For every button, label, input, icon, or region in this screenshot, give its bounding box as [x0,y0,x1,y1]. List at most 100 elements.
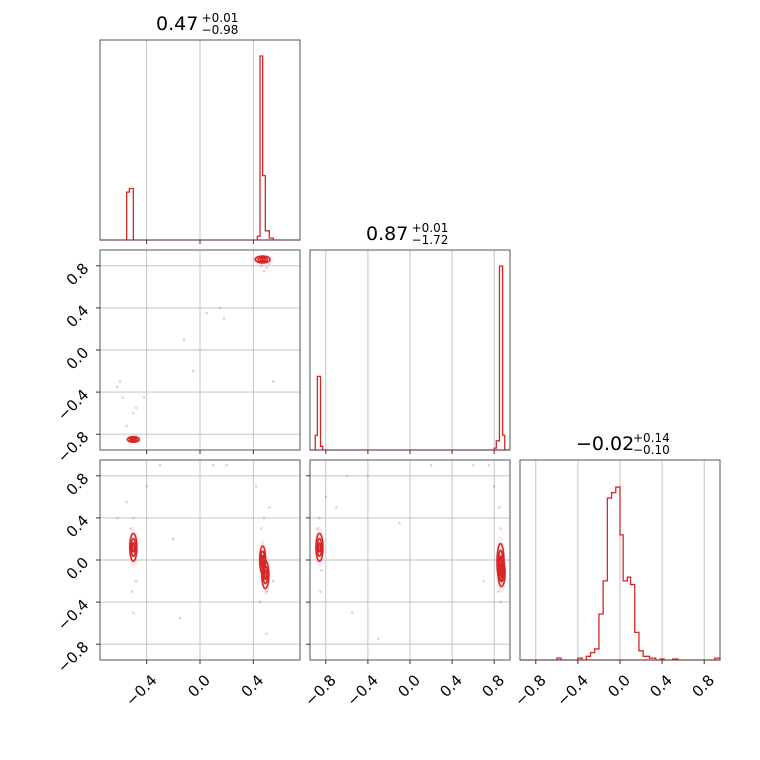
scatter-point [258,600,262,604]
scatter-point [116,516,119,520]
scatter-point [262,269,266,273]
scatter-point [225,463,228,467]
panel-contents [314,463,507,641]
x-tick-label: 0.4 [238,671,268,701]
scatter-point [134,406,138,410]
histogram-title-plus: +0.01 [412,221,449,235]
density-contour [254,255,271,264]
panel-contents [116,254,275,444]
x-tick-label: 0.4 [436,671,466,701]
scatter-point [471,463,475,467]
scatter-point [482,579,485,583]
x-tick-label: −0.4 [122,671,160,709]
x-tick-label: −0.4 [343,671,381,709]
scatter-point [192,369,195,373]
histogram-title-value: −0.02 [576,433,634,455]
density-contour [263,569,268,580]
x-tick-label: −0.8 [301,671,339,709]
histogram-title-plus: +0.01 [202,11,239,25]
scatter-point [429,463,433,467]
scatter-point [132,516,135,520]
scatter-point [178,616,182,620]
scatter-point [498,506,501,509]
scatter-point [366,474,370,478]
x-tick-label: −0.4 [553,671,591,709]
y-tick-label: −0.4 [54,386,92,424]
scatter-point [335,506,338,509]
histogram-title-minus: −0.10 [633,443,670,457]
scatter-point [134,579,138,583]
scatter-point [172,537,175,541]
density-contour [262,565,269,585]
histogram-steps [126,55,274,240]
scatter-point [319,590,322,593]
density-contour [131,542,136,553]
scatter-point [254,485,258,488]
density-contour [259,257,266,262]
x-tick-label: 0.4 [646,671,676,701]
density-contour [130,437,136,442]
scatter-point [350,611,354,614]
scatter-point [268,506,271,509]
histogram-panel-0: 0.47 +0.01−0.98 [99,11,301,244]
histogram-panel-1: 0.87 +0.01−1.72 [309,221,511,454]
scatter-point [132,611,135,614]
scatter-point [398,521,401,525]
y-tick-label: 0.0 [63,344,93,374]
scatter-point [499,527,502,530]
scatter-point [145,485,148,488]
density-contour [317,542,322,553]
scatter-point [377,637,380,641]
density-contour [498,562,505,583]
scatter-point [265,632,268,635]
density-contour [497,557,506,588]
y-tick-label: −0.8 [54,638,92,676]
density-contour [126,435,140,444]
histogram-title-plus: +0.14 [633,431,670,445]
scatter-point [218,306,222,310]
scatter-point [121,396,124,399]
y-tick-label: 0.8 [63,469,93,499]
density-contour [130,537,137,558]
density-contour [129,532,138,563]
scatter-point [265,590,268,593]
x-tick-label: 0.8 [689,671,719,701]
scatter-point [212,463,215,467]
scatter-point [316,527,319,530]
y-tick-label: 0.4 [63,512,93,542]
scatter-point [318,516,321,520]
histogram-title-minus: −0.98 [202,23,239,37]
scatter-point [129,527,132,530]
scatter-point [118,380,122,383]
density-contour [257,256,269,263]
scatter-point [262,516,266,520]
y-tick-label: 0.4 [63,302,93,332]
scatter-point [205,311,208,315]
histogram-panel-2: −0.02+0.14−0.10 [519,431,721,664]
x-tick-label: 0.0 [394,671,424,701]
x-tick-label: 0.0 [184,671,214,701]
scatter-point [497,590,500,593]
scatter-point [272,579,275,583]
scatter-point [265,266,268,270]
scatter-point [320,569,323,572]
scatter-point [268,262,271,265]
y-tick-label: 0.0 [63,554,93,584]
scatter-panel-2 [306,459,511,664]
scatter-point [499,600,502,604]
y-tick-label: −0.4 [54,596,92,634]
scatter-point [132,411,135,415]
scatter-point [272,380,275,383]
scatter-point [158,463,162,467]
scatter-point [222,317,226,320]
scatter-point [182,338,186,341]
scatter-point [324,495,328,499]
histogram-steps [314,265,506,450]
scatter-panel-0 [96,249,301,454]
x-tick-label: 0.8 [479,671,509,701]
x-tick-label: 0.0 [604,671,634,701]
scatter-point [125,500,128,504]
density-contour [128,436,138,443]
scatter-point [142,396,146,399]
